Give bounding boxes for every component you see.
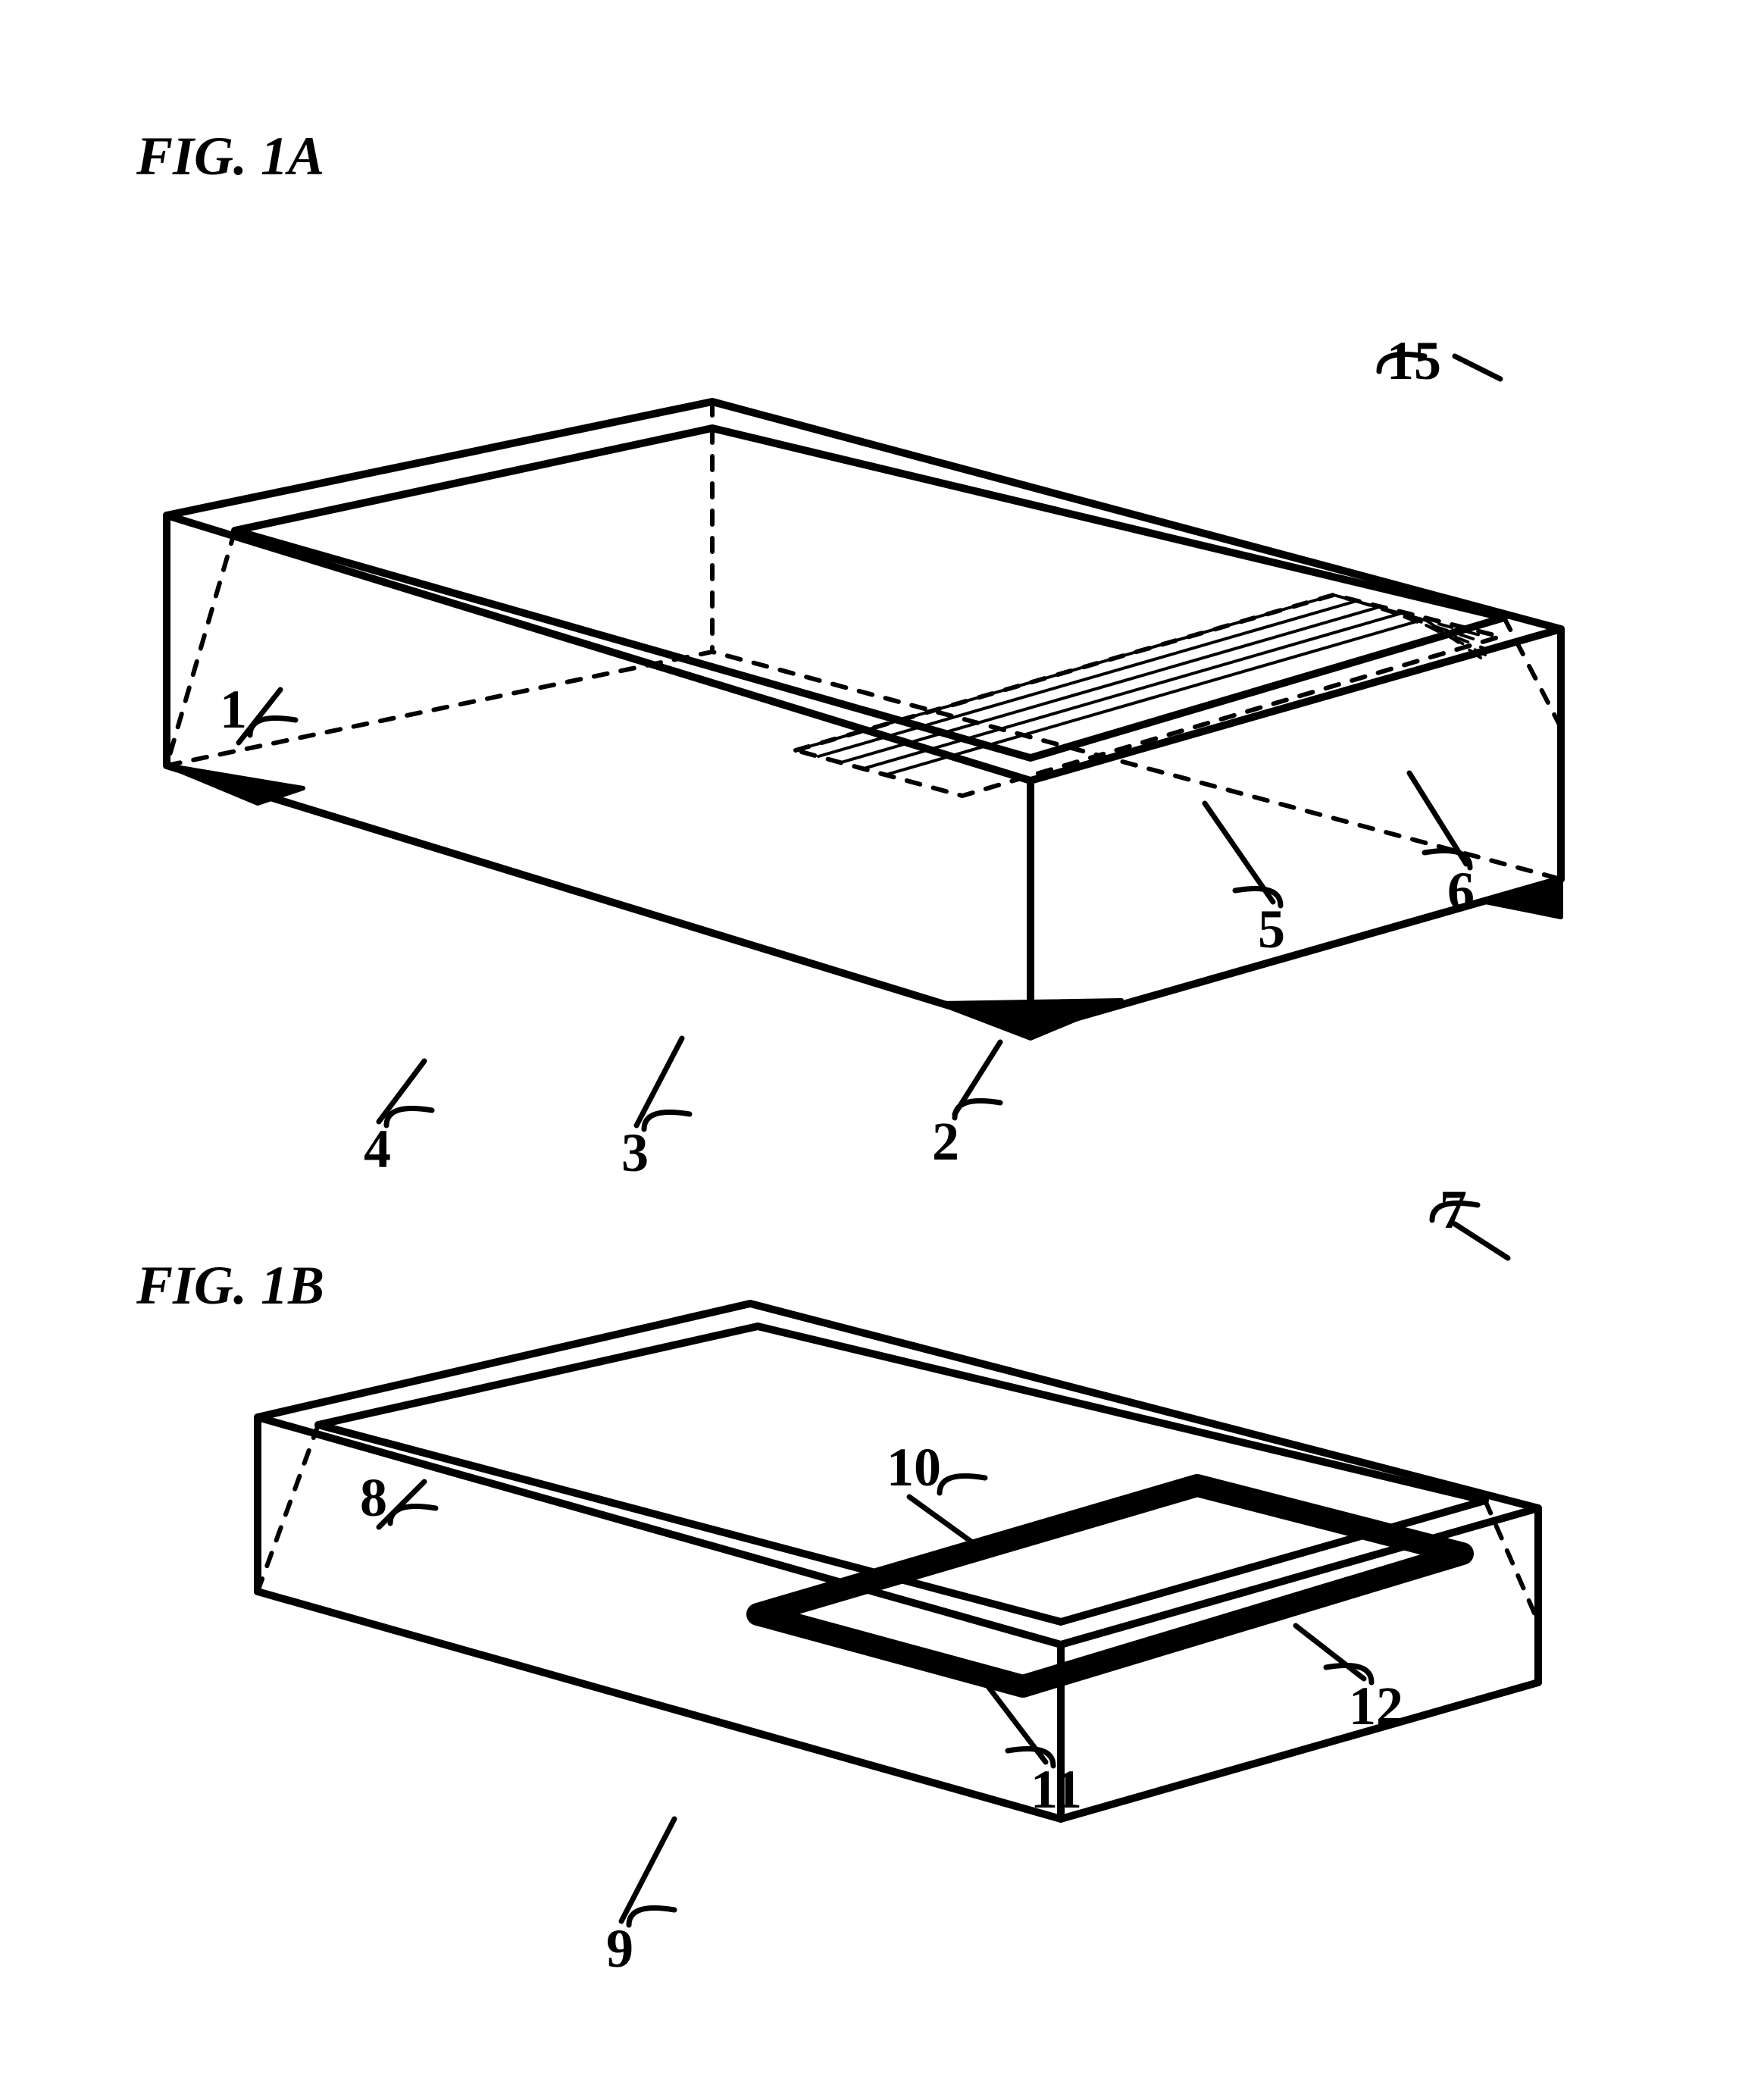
- hook-n8: [390, 1507, 436, 1524]
- figA-gridline-2: [841, 607, 1379, 762]
- label-n10: 10: [887, 1437, 941, 1498]
- figB-base-front: [258, 1592, 1061, 1819]
- hook-n2: [955, 1101, 1000, 1119]
- label-n8: 8: [360, 1467, 387, 1528]
- figA-gridline-0: [796, 595, 1334, 750]
- label-n12: 12: [1349, 1676, 1403, 1736]
- figB-bold-rect: [758, 1485, 1462, 1686]
- figA-base-right: [1031, 879, 1561, 1031]
- label-n15: 15: [1387, 330, 1441, 391]
- hook-n1: [250, 718, 296, 736]
- hook-n10: [940, 1476, 985, 1494]
- hook-n3: [644, 1113, 690, 1130]
- figB-base-right: [1061, 1683, 1538, 1819]
- hook-n9: [629, 1908, 674, 1926]
- figA-gridline-3: [864, 613, 1402, 768]
- figA-gridline-1: [818, 601, 1356, 756]
- figB-hidden-fl: [258, 1425, 318, 1592]
- figA-leader-n4: [379, 1061, 424, 1122]
- hook-n4: [386, 1109, 432, 1126]
- figA-foot-1: [940, 1000, 1121, 1038]
- figA-leader-n15: [1455, 356, 1500, 379]
- figA-foot-2: [1485, 879, 1561, 917]
- figA-base-front: [167, 765, 1031, 1031]
- label-fig1a: FIG. 1A: [136, 126, 324, 186]
- label-n11: 11: [1031, 1759, 1082, 1820]
- figA-gridline-4: [887, 619, 1425, 775]
- label-n7: 7: [1440, 1179, 1467, 1240]
- label-n1: 1: [220, 679, 247, 740]
- figA-inner-rect: [796, 595, 1500, 796]
- label-fig1b: FIG. 1B: [136, 1255, 324, 1316]
- figA-outer-top: [167, 402, 1561, 781]
- figB-leader-n10: [909, 1497, 977, 1546]
- figB-leader-n12: [1296, 1626, 1364, 1679]
